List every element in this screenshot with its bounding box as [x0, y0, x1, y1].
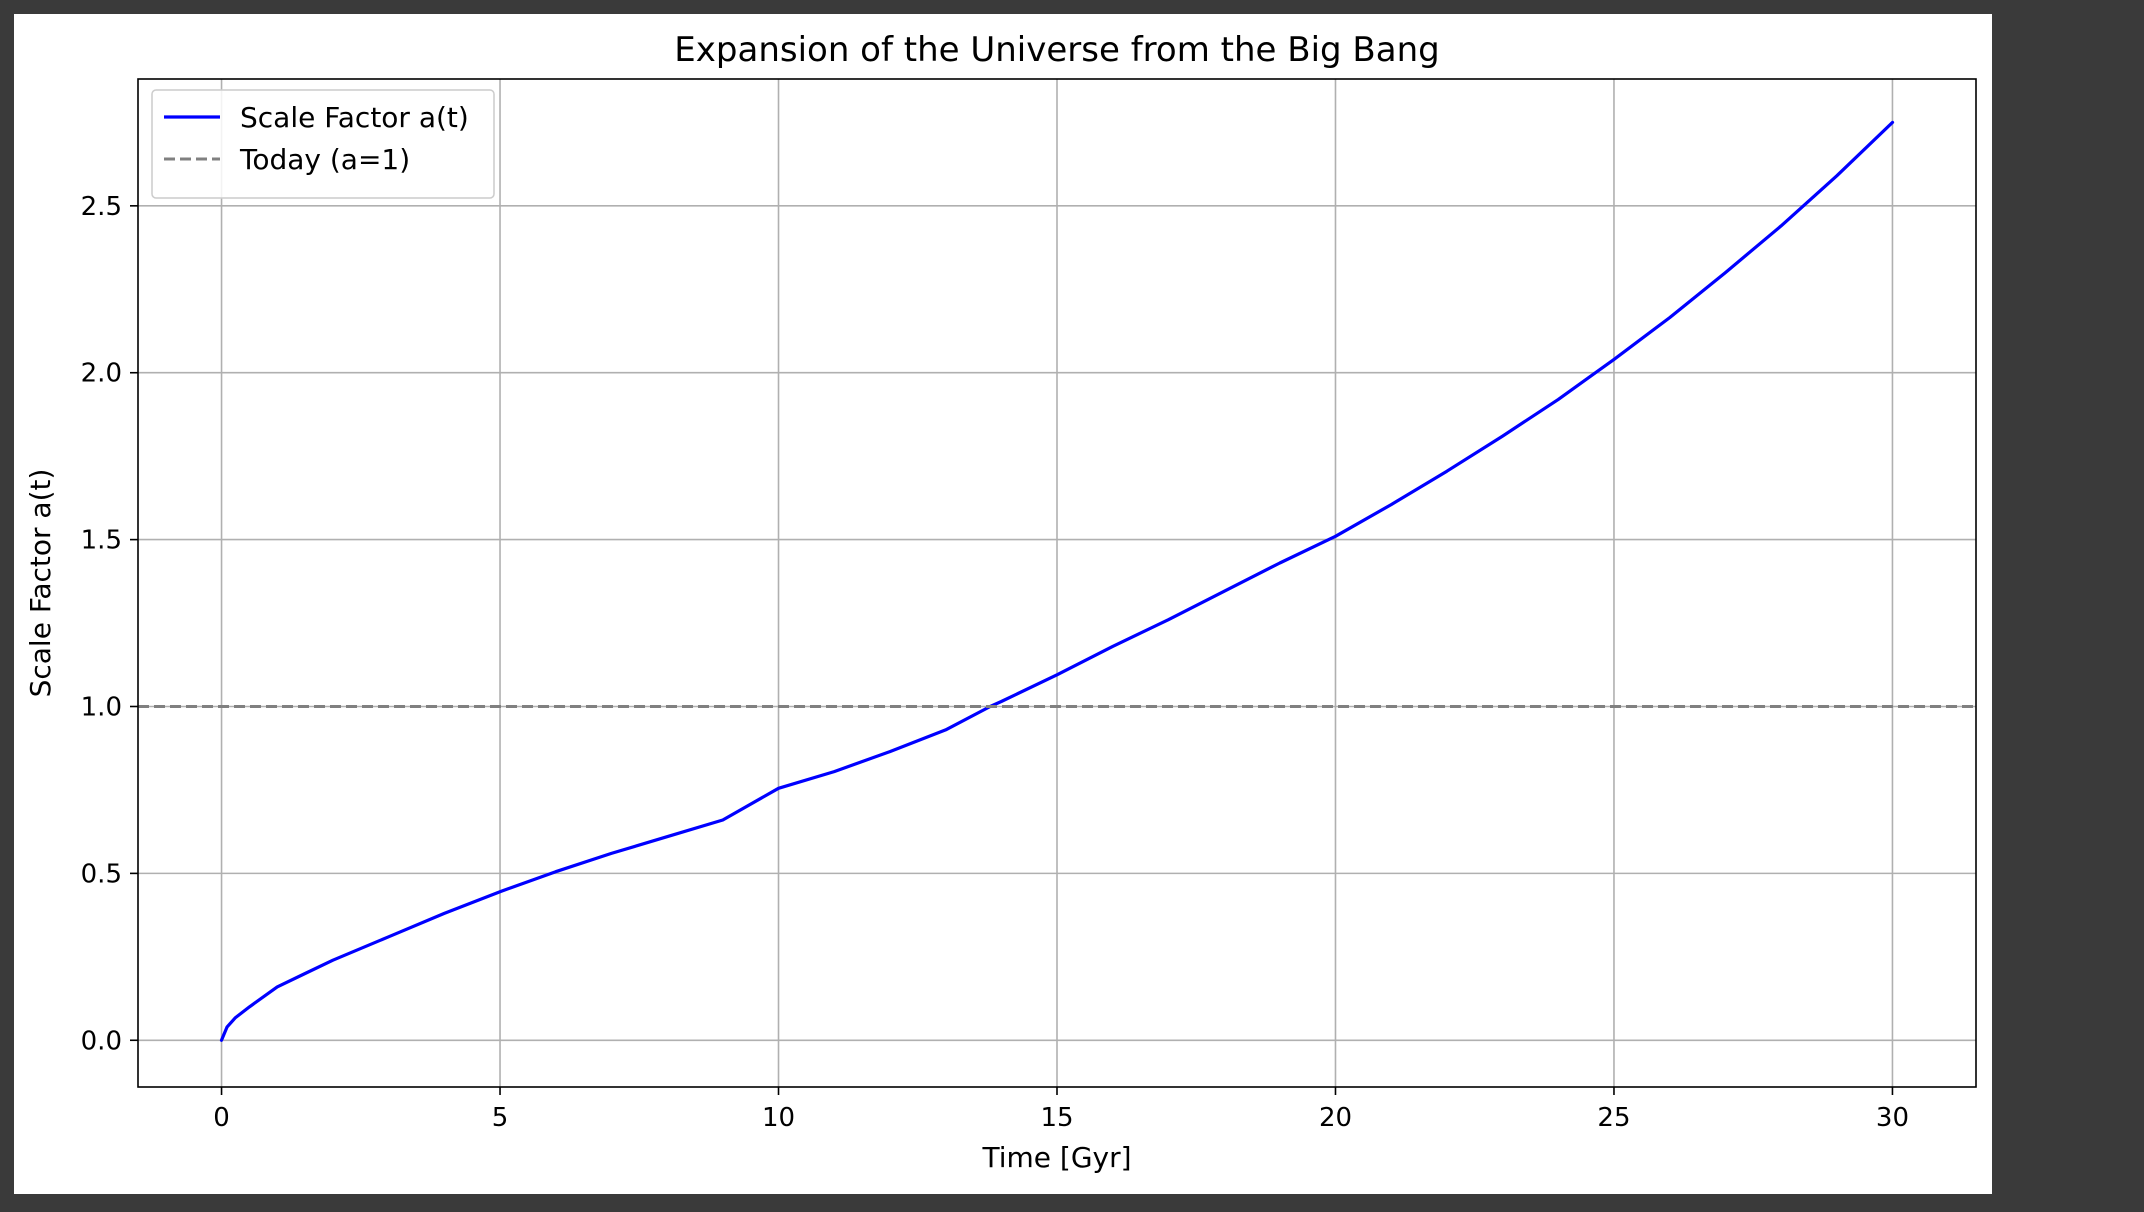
y-tick-label: 1.0	[81, 692, 122, 722]
legend-label-scale-factor: Scale Factor a(t)	[240, 101, 469, 134]
y-tick-label: 0.0	[81, 1026, 122, 1056]
x-tick-label: 0	[213, 1103, 230, 1133]
x-tick-label: 15	[1040, 1103, 1073, 1133]
legend-label-today: Today (a=1)	[239, 143, 410, 176]
x-tick-label: 5	[492, 1103, 509, 1133]
chart-title: Expansion of the Universe from the Big B…	[674, 30, 1439, 70]
y-tick-label: 1.5	[81, 526, 122, 556]
y-tick-label: 2.0	[81, 359, 122, 389]
y-axis-label: Scale Factor a(t)	[24, 469, 57, 698]
x-tick-label: 30	[1876, 1103, 1909, 1133]
x-tick-label: 25	[1597, 1103, 1630, 1133]
axis-ticks: 0 5 10 15 20 25 30 0.0 0.5 1.0 1.5 2.0 2.5	[81, 192, 1909, 1133]
line-chart: 0 5 10 15 20 25 30 0.0 0.5 1.0 1.5 2.0 2.5 Expansion…	[14, 14, 1992, 1194]
x-tick-label: 10	[762, 1103, 795, 1133]
y-tick-label: 0.5	[81, 859, 122, 889]
chart-figure: 0 5 10 15 20 25 30 0.0 0.5 1.0 1.5 2.0 2.5 Expansion…	[14, 14, 1992, 1194]
x-axis-label: Time [Gyr]	[981, 1141, 1131, 1174]
legend-box	[151, 89, 495, 199]
series-layer	[138, 120, 1976, 1042]
y-tick-label: 2.5	[81, 192, 122, 222]
x-tick-label: 20	[1319, 1103, 1352, 1133]
series-line-scale-factor	[219, 120, 1895, 1042]
chart-legend: Scale Factor a(t) Today (a=1)	[151, 89, 495, 199]
